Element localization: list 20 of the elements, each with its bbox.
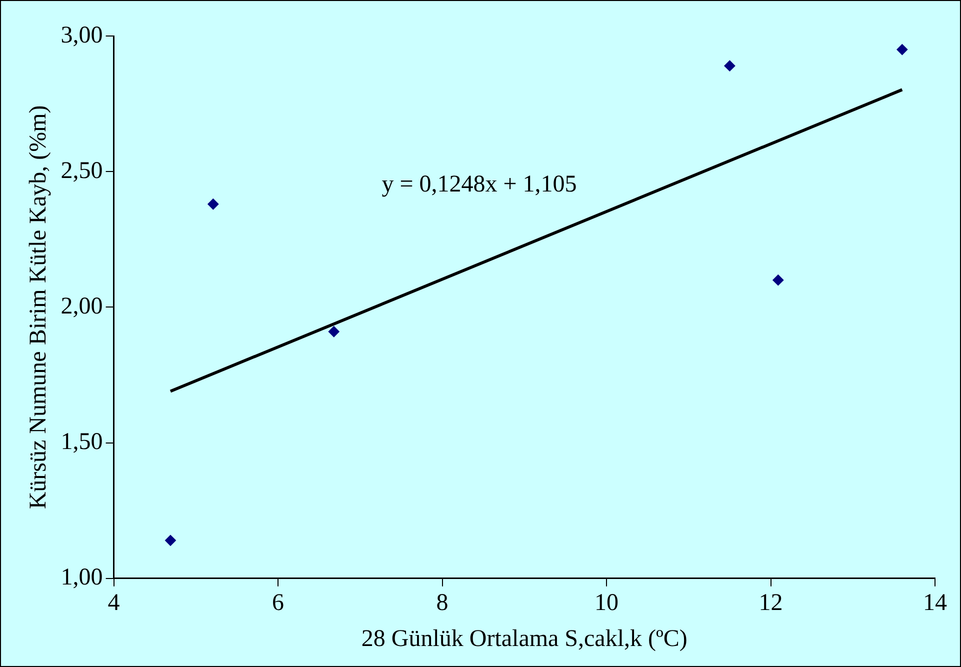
- point: [896, 44, 908, 56]
- y-tick-label: 1,00: [60, 564, 103, 591]
- x-tick-label: 12: [758, 590, 783, 616]
- point: [724, 60, 736, 72]
- y-tick-label: 2,00: [60, 293, 103, 320]
- y-tick-label: 3,00: [60, 22, 103, 48]
- y-axis-title: Kürsüz Numune Birim Kütle Kayb, (%m): [26, 105, 52, 510]
- y-tick-label: 1,50: [60, 429, 103, 456]
- x-tick-label: 14: [923, 590, 947, 616]
- point: [772, 274, 784, 286]
- x-tick-label: 4: [108, 590, 120, 616]
- x-tick-label: 10: [594, 590, 619, 616]
- annotation: y = 0,1248x + 1,105: [382, 171, 577, 198]
- point: [208, 198, 219, 210]
- x-axis-title: 28 Günlük Ortalama S,cakl,k (ºC): [361, 626, 688, 652]
- y-tick-label: 2,50: [60, 158, 103, 184]
- x-tick-label: 6: [272, 590, 284, 616]
- point: [164, 534, 176, 546]
- x-tick-label: 8: [436, 590, 448, 616]
- point: [328, 326, 340, 338]
